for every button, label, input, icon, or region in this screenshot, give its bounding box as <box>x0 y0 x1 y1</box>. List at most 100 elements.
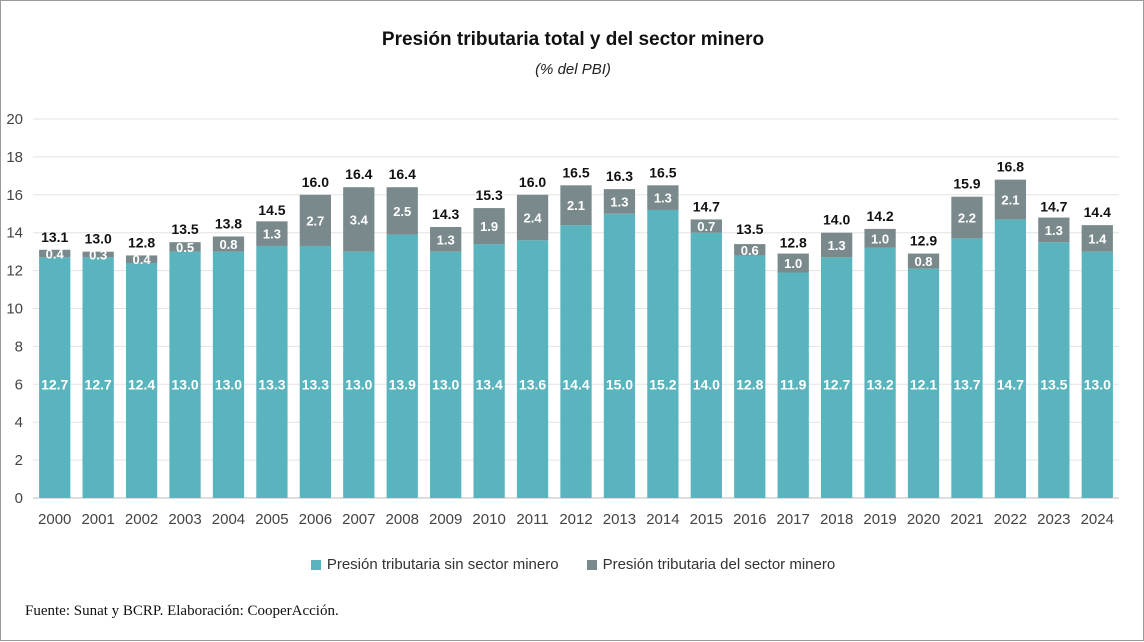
x-tick-label: 2017 <box>777 511 810 528</box>
data-label-minero: 3.4 <box>350 212 369 227</box>
data-label-total: 16.5 <box>562 164 589 180</box>
data-label-sin-minero: 13.0 <box>345 376 372 392</box>
y-tick-label: 2 <box>15 452 23 469</box>
x-tick-label: 2014 <box>646 511 679 528</box>
x-tick-label: 2007 <box>342 511 375 528</box>
data-label-total: 14.5 <box>258 202 285 218</box>
data-label-total: 15.9 <box>953 176 980 192</box>
legend-swatch <box>310 559 321 570</box>
data-label-sin-minero: 12.8 <box>736 376 763 392</box>
data-label-total: 13.0 <box>85 231 112 247</box>
data-label-minero: 1.3 <box>610 194 628 209</box>
data-label-minero: 0.8 <box>914 254 932 269</box>
y-tick-label: 0 <box>15 490 23 507</box>
bar-sin-minero <box>125 263 158 498</box>
legend-label: Presión tributaria sin sector minero <box>326 556 559 573</box>
data-label-sin-minero: 12.4 <box>128 376 155 392</box>
bar-sin-minero <box>603 213 636 498</box>
chart-legend: Presión tributaria sin sector minero Pre… <box>1 556 1144 573</box>
data-label-sin-minero: 12.1 <box>910 376 937 392</box>
legend-swatch <box>586 559 597 570</box>
data-label-total: 12.8 <box>780 234 807 250</box>
data-label-minero: 1.0 <box>871 231 889 246</box>
x-tick-label: 2016 <box>733 511 766 528</box>
y-tick-label: 10 <box>6 301 23 318</box>
data-label-total: 16.4 <box>389 166 416 182</box>
bar-minero <box>473 208 505 245</box>
x-tick-label: 2023 <box>1037 511 1070 528</box>
data-label-minero: 0.8 <box>219 237 237 252</box>
x-tick-label: 2020 <box>907 511 940 528</box>
data-label-minero: 1.3 <box>828 238 846 253</box>
bar-sin-minero <box>1038 242 1070 498</box>
bar-sin-minero <box>343 251 375 498</box>
data-label-total: 14.4 <box>1084 204 1111 220</box>
data-label-total: 16.0 <box>302 174 329 190</box>
data-label-sin-minero: 12.7 <box>85 376 112 392</box>
bar-minero <box>777 253 809 273</box>
bar-minero <box>125 255 158 264</box>
data-label-sin-minero: 11.9 <box>780 376 807 392</box>
data-label-total: 16.8 <box>997 159 1024 175</box>
bar-sin-minero <box>39 257 71 498</box>
data-label-sin-minero: 13.0 <box>1084 376 1111 392</box>
data-label-total: 16.0 <box>519 174 546 190</box>
data-label-sin-minero: 14.7 <box>997 376 1024 392</box>
x-tick-label: 2006 <box>299 511 332 528</box>
bar-sin-minero <box>907 268 940 498</box>
data-label-total: 14.3 <box>432 206 459 222</box>
data-label-sin-minero: 13.0 <box>432 376 459 392</box>
chart-title: Presión tributaria total y del sector mi… <box>381 29 765 50</box>
data-label-total: 14.7 <box>1040 198 1067 214</box>
data-label-minero: 1.4 <box>1088 231 1107 246</box>
legend-item-sin-minero: Presión tributaria sin sector minero <box>310 556 559 573</box>
data-label-minero: 2.5 <box>393 204 411 219</box>
x-tick-label: 2022 <box>994 511 1027 528</box>
data-label-sin-minero: 15.0 <box>606 376 633 392</box>
source-note: Fuente: Sunat y BCRP. Elaboración: Coope… <box>25 603 339 619</box>
data-label-minero: 0.4 <box>46 247 65 262</box>
data-label-sin-minero: 14.4 <box>562 376 589 392</box>
x-tick-label: 2018 <box>820 511 853 528</box>
bar-minero <box>299 194 331 246</box>
bar-sin-minero <box>1081 251 1113 498</box>
data-label-total: 16.4 <box>345 166 372 182</box>
x-tick-label: 2000 <box>38 511 71 528</box>
data-label-sin-minero: 13.4 <box>475 376 502 392</box>
data-label-minero: 0.5 <box>176 240 194 255</box>
bar-minero <box>994 179 1027 220</box>
bar-minero <box>82 251 114 258</box>
x-tick-label: 2004 <box>212 511 245 528</box>
data-label-total: 13.8 <box>215 215 242 231</box>
data-label-sin-minero: 13.3 <box>302 376 329 392</box>
bar-minero <box>256 221 288 246</box>
bar-minero <box>169 242 201 252</box>
bar-minero <box>430 227 462 252</box>
bar-minero <box>907 253 940 269</box>
data-label-total: 14.0 <box>823 212 850 228</box>
data-label-minero: 2.1 <box>1001 193 1019 208</box>
x-tick-label: 2019 <box>863 511 896 528</box>
x-tick-label: 2008 <box>386 511 419 528</box>
bar-sin-minero <box>560 225 592 498</box>
data-label-sin-minero: 13.9 <box>389 376 416 392</box>
bar-sin-minero <box>299 245 331 498</box>
bar-sin-minero <box>951 238 983 498</box>
data-label-minero: 1.3 <box>437 232 455 247</box>
bar-sin-minero <box>386 234 418 498</box>
bar-minero <box>690 219 722 233</box>
data-label-minero: 0.4 <box>133 252 152 267</box>
y-tick-label: 16 <box>6 187 23 204</box>
data-label-total: 12.9 <box>910 233 937 249</box>
data-label-sin-minero: 13.3 <box>258 376 285 392</box>
bar-minero <box>1038 217 1070 243</box>
bar-sin-minero <box>821 257 853 498</box>
y-tick-label: 14 <box>6 225 23 242</box>
data-label-total: 13.5 <box>736 221 763 237</box>
data-label-total: 16.5 <box>649 164 676 180</box>
data-label-total: 12.8 <box>128 234 155 250</box>
bar-minero <box>560 185 592 226</box>
bar-minero <box>864 228 896 248</box>
y-tick-label: 12 <box>6 263 23 280</box>
